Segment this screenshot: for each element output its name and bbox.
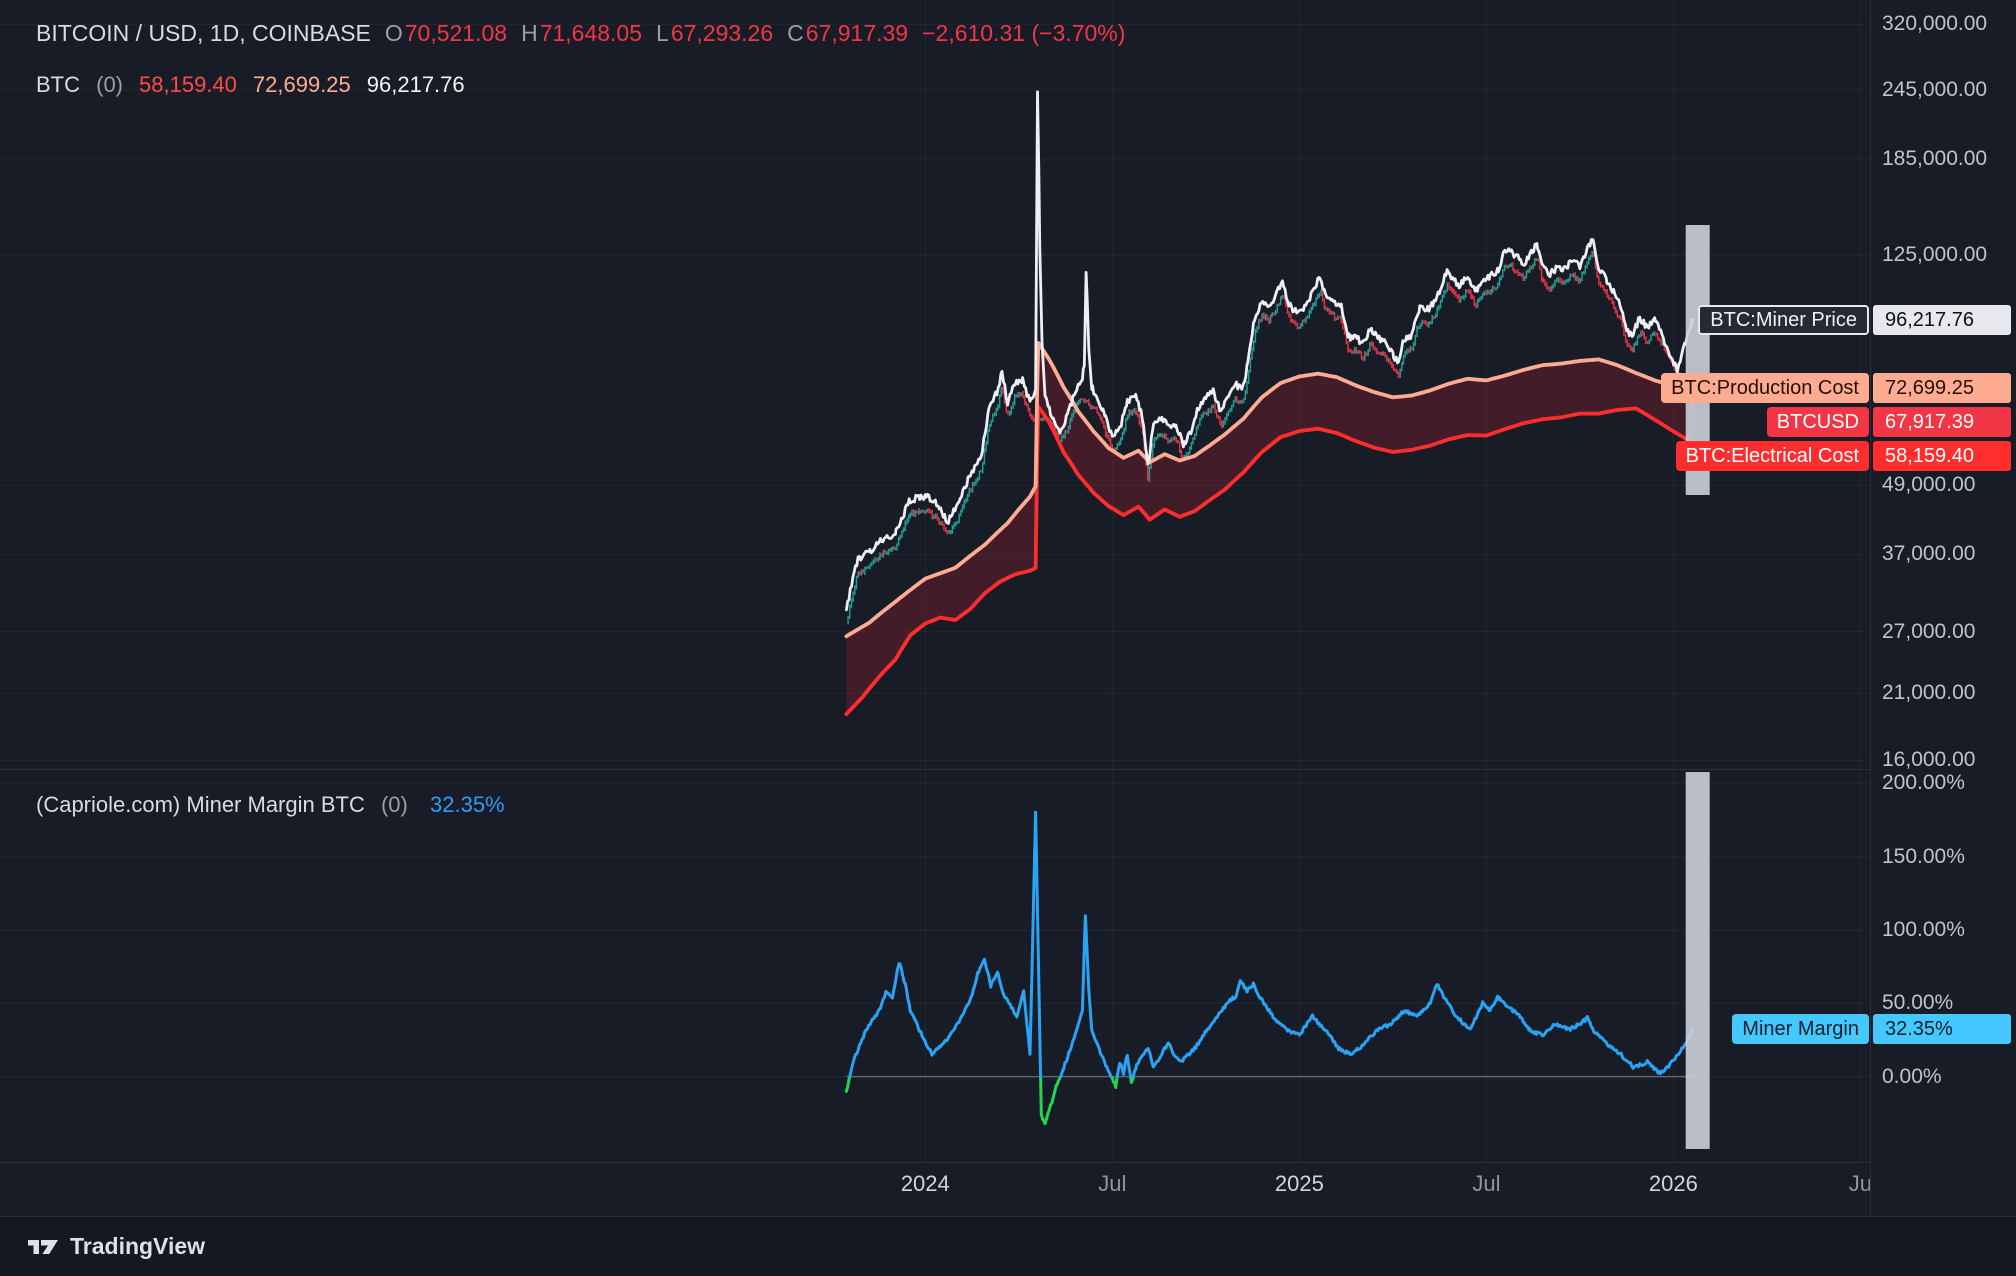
- bottom-toolbar: TradingView: [0, 1216, 2016, 1276]
- indicator-value-production_cost: 72,699.25: [252, 72, 351, 97]
- time-axis-label: Jul: [1472, 1171, 1501, 1196]
- change-value: −2,610.31 (−3.70%): [922, 20, 1126, 46]
- ohlc-letter: L: [656, 20, 669, 46]
- sub-indicator-param: (0): [380, 792, 408, 817]
- time-axis-label: Ju: [1848, 1171, 1870, 1196]
- ohlc-values: O70,521.08 H71,648.05 L67,293.26 C67,917.39: [371, 20, 908, 46]
- main-chart-legend: BITCOIN / USD, 1D, COINBASE O70,521.08 H71…: [36, 20, 1125, 47]
- percent-axis-label: 0.00%: [1882, 1064, 1942, 1088]
- indicator-value-electrical_cost: 58,159.40: [139, 72, 237, 97]
- indicator-legend-miner-margin: (Capriole.com) Miner Margin BTC (0) 32.3…: [36, 792, 505, 818]
- ohlc-value: 67,293.26: [670, 20, 774, 46]
- price-axis-label: 27,000.00: [1882, 619, 1976, 643]
- percent-axis-label: 100.00%: [1882, 918, 1965, 941]
- indicator-value-miner_price: 96,217.76: [366, 72, 465, 97]
- price-axis-label: 49,000.00: [1882, 473, 1976, 497]
- chart-canvas[interactable]: [0, 0, 1870, 1162]
- price-axis[interactable]: 320,000.00 245,000.00 185,000.00 125,000.00…: [1870, 0, 2016, 1216]
- ohlc-value: 71,648.05: [539, 20, 643, 46]
- percent-axis-label: 200.00%: [1882, 771, 1965, 795]
- indicator-title[interactable]: BTC: [36, 72, 80, 97]
- price-axis-label: 185,000.00: [1882, 146, 1988, 170]
- tradingview-logo-icon: [28, 1239, 58, 1254]
- price-axis-label: 320,000.00: [1882, 12, 1988, 36]
- indicator-param: (0): [96, 72, 124, 97]
- sub-indicator-value: 32.35%: [430, 792, 505, 817]
- percent-axis-label: 50.00%: [1882, 991, 1954, 1015]
- sub-indicator-title[interactable]: (Capriole.com) Miner Margin BTC: [36, 792, 365, 817]
- symbol-title[interactable]: BITCOIN / USD, 1D, COINBASE: [36, 20, 371, 46]
- ohlc-value: 67,917.39: [805, 20, 909, 46]
- time-axis-separator: [0, 1162, 2016, 1163]
- price-axis-label: 125,000.00: [1882, 243, 1988, 267]
- price-axis-label: 21,000.00: [1882, 681, 1976, 705]
- time-axis-label: 2025: [1274, 1171, 1324, 1196]
- indicator-legend-miner-costs: BTC (0) 58,159.40 72,699.25 96,217.76: [36, 72, 465, 98]
- highlight-bar[interactable]: [1685, 225, 1710, 495]
- percent-axis-label: 150.00%: [1882, 844, 1965, 868]
- pane-separator[interactable]: [0, 769, 2016, 770]
- tradingview-logo[interactable]: TradingView: [26, 1233, 205, 1260]
- highlight-bar[interactable]: [1685, 772, 1710, 1149]
- brand-text: TradingView: [70, 1233, 206, 1259]
- ohlc-letter: C: [787, 20, 804, 46]
- ohlc-value: 70,521.08: [404, 20, 508, 46]
- time-axis-label: Jul: [1098, 1171, 1127, 1196]
- price-axis-label: 37,000.00: [1882, 542, 1976, 566]
- time-axis-label: 2024: [900, 1171, 950, 1196]
- ohlc-letter: O: [384, 20, 403, 46]
- ohlc-letter: H: [521, 20, 538, 46]
- price-axis-label: 16,000.00: [1882, 748, 1976, 772]
- time-axis-label: 2026: [1648, 1171, 1698, 1196]
- indicator-values: 58,159.40 72,699.25 96,217.76: [123, 72, 465, 97]
- time-axis[interactable]: 2024 Jul 2025 Jul 2026 Ju: [0, 1162, 1870, 1216]
- price-axis-label: 245,000.00: [1882, 77, 1988, 101]
